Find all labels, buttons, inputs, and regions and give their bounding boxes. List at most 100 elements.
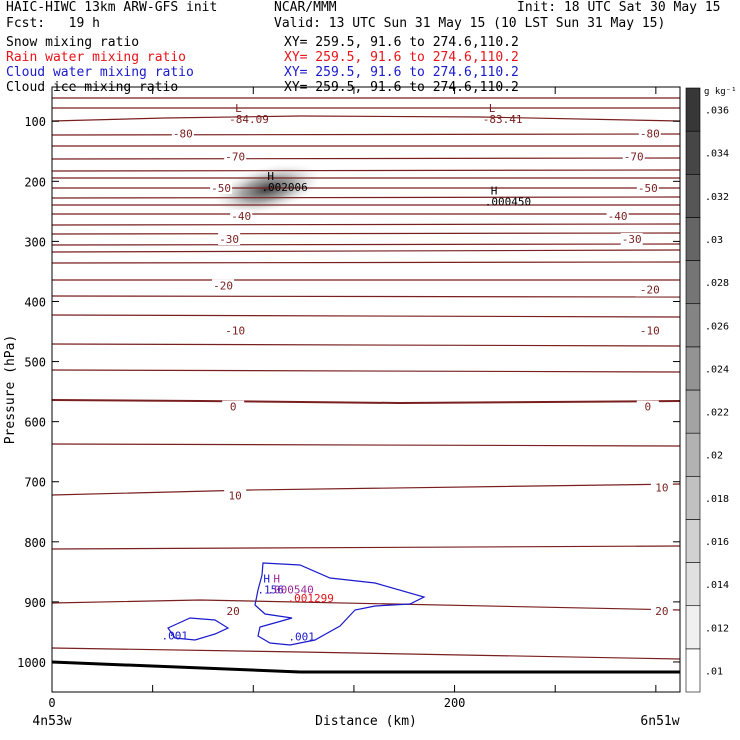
- isotherm-label-bg: [638, 127, 661, 140]
- isotherm: [51, 223, 681, 226]
- valid-time: Valid: 13 UTC Sun 31 May 15 (10 LST Sun …: [274, 16, 666, 31]
- extremum-mark: L: [489, 102, 496, 115]
- model-title: HAIC-HIWC 13km ARW-GFS init: [6, 0, 218, 15]
- colorbar-label: .02: [705, 451, 723, 462]
- field-label-cloud-water: Cloud water mixing ratio: [6, 65, 194, 80]
- isotherm: [51, 157, 681, 160]
- isotherm-label: -10: [640, 324, 660, 337]
- isotherm-label: -70: [225, 151, 245, 164]
- colorbar-swatch: [685, 346, 701, 391]
- isotherm-label: 10: [229, 490, 242, 503]
- isotherm-label: -10: [225, 324, 245, 337]
- colorbar-label: .018: [705, 494, 729, 505]
- x-end-label-right: 6n51w: [640, 714, 679, 729]
- isotherm: [51, 243, 681, 246]
- colorbar-swatch: [685, 648, 701, 693]
- extremum-value: .000540: [267, 584, 313, 597]
- isotherm: [51, 115, 681, 122]
- colorbar-label: .034: [705, 149, 729, 160]
- extremum-mark: H: [263, 573, 270, 586]
- isotherm-label: 20: [227, 605, 240, 618]
- colorbar-swatch: [685, 562, 701, 607]
- colorbar-swatch: [685, 605, 701, 650]
- extremum-value: .156: [257, 584, 284, 597]
- colorbar-label: .03: [705, 235, 723, 246]
- colorbar-label: .026: [705, 321, 729, 332]
- extremum-value: -84.09: [229, 113, 269, 126]
- field-xy-snow: XY= 259.5, 91.6 to 274.6,110.2: [284, 35, 519, 50]
- isotherm-label-bg: [224, 489, 247, 502]
- y-tick-label: 1000: [17, 656, 46, 670]
- colorbar-label: .01: [705, 666, 723, 677]
- colorbar-label: .012: [705, 623, 729, 634]
- cloud-contour-label: .001: [288, 631, 315, 644]
- extremum-mark: L: [235, 102, 242, 115]
- y-tick-label: 100: [24, 115, 46, 129]
- isotherm-label: 0: [644, 401, 651, 414]
- cloud-ice-shading: [210, 161, 324, 217]
- y-tick-label: 900: [24, 596, 46, 610]
- extremum-value: .002006: [261, 181, 307, 194]
- cloud-water-contour: [254, 562, 426, 646]
- isotherm-label-bg: [638, 324, 661, 337]
- colorbar-swatch: [685, 519, 701, 563]
- isotherm: [51, 261, 681, 264]
- y-tick-label: 400: [24, 295, 46, 309]
- colorbar-swatch: [685, 260, 701, 305]
- colorbar-label: .036: [705, 106, 729, 117]
- isotherm-label-bg: [622, 150, 645, 163]
- extremum-mark: H: [273, 573, 280, 586]
- colorbar-swatch: [685, 303, 701, 348]
- isotherm: [51, 647, 681, 660]
- plot-frame: [51, 86, 681, 693]
- colorbar-label: .028: [705, 278, 729, 289]
- isotherm-label: -40: [231, 210, 251, 223]
- isotherm-label: 0: [230, 401, 237, 414]
- isotherm-label-bg: [222, 604, 245, 617]
- isotherm-label: -50: [638, 182, 658, 195]
- isotherm-label-bg: [606, 210, 629, 223]
- isotherm: [51, 249, 681, 253]
- isotherm-label-bg: [224, 324, 247, 337]
- isotherm-label-bg: [650, 604, 673, 617]
- x-end-label-left: 4n53w: [32, 714, 71, 729]
- colorbar-swatch: [685, 475, 701, 520]
- isotherm: [51, 599, 681, 611]
- colorbar-swatch: [685, 389, 701, 434]
- x-tick-label: 200: [444, 696, 466, 710]
- colorbar-swatch: [685, 173, 701, 218]
- forecast-hour: Fcst: 19 h: [6, 16, 100, 31]
- cloud-water-contour: [167, 617, 230, 641]
- y-tick-label: 600: [24, 416, 46, 430]
- y-axis-label: Pressure (hPa): [3, 335, 18, 445]
- isotherm-label-bg: [638, 283, 661, 296]
- isotherm-label: -30: [622, 233, 642, 246]
- isotherm: [51, 399, 681, 405]
- isotherm-label: -80: [173, 127, 193, 140]
- field-xy-rain: XY= 259.5, 91.6 to 274.6,110.2: [284, 50, 519, 65]
- field-label-snow: Snow mixing ratio: [6, 35, 140, 50]
- x-tick-label: 0: [48, 696, 55, 710]
- isotherm-label: -50: [211, 182, 231, 195]
- isotherm: [51, 545, 681, 550]
- isotherm: [51, 343, 681, 347]
- isotherm-label-bg: [222, 400, 245, 413]
- y-tick-label: 700: [24, 476, 46, 490]
- isotherm-label-bg: [650, 481, 673, 494]
- colorbar-swatch: [685, 130, 701, 175]
- colorbar-label: .022: [705, 408, 729, 419]
- colorbar-swatch: [685, 432, 701, 477]
- isotherm-label: -80: [640, 127, 660, 140]
- extremum-value: .001299: [288, 592, 334, 605]
- isotherm-label: -70: [624, 151, 644, 164]
- isotherm-label-bg: [171, 127, 194, 140]
- extremum-value: .000450: [485, 196, 531, 209]
- isotherm: [51, 443, 681, 447]
- isotherm-label-bg: [636, 181, 659, 194]
- isotherm: [51, 232, 681, 235]
- isotherm-label: -20: [640, 283, 660, 296]
- colorbar-unit: g kg⁻¹: [704, 87, 737, 97]
- y-tick-label: 800: [24, 536, 46, 550]
- y-tick-label: 300: [24, 235, 46, 249]
